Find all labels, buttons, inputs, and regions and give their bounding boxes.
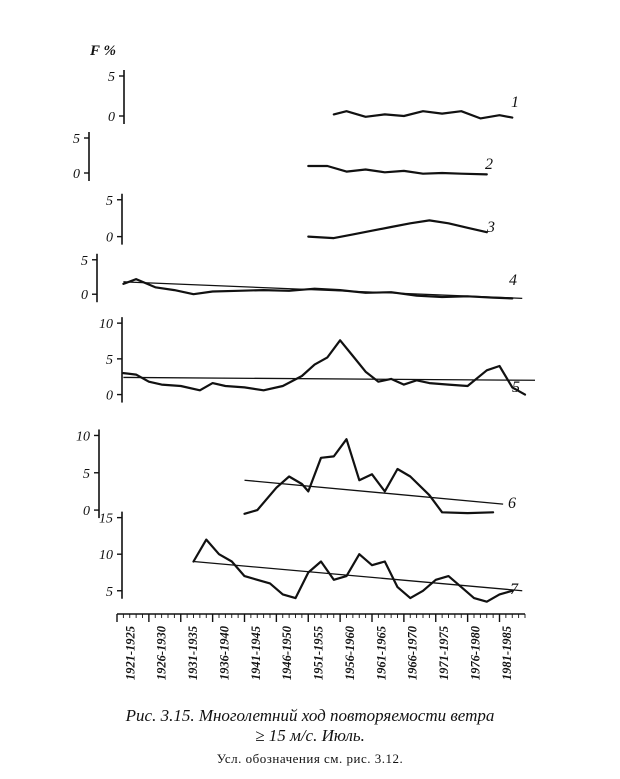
y-tick-label: 5 (83, 467, 90, 482)
y-tick-label: 5 (108, 70, 115, 85)
series-line-6 (243, 438, 495, 515)
series-label-2: 2 (485, 156, 493, 173)
caption-title-cont: ≥ 15 м/с. Июль. (255, 726, 365, 745)
y-tick-label: 0 (106, 389, 113, 404)
trend-line-5 (123, 376, 536, 381)
x-tick-label: 1946-1950 (280, 625, 294, 680)
y-tick-label: 0 (81, 288, 88, 303)
x-tick-label: 1951-1955 (312, 626, 326, 680)
y-tick-label: 5 (73, 132, 80, 147)
y-tick-label: 5 (81, 254, 88, 269)
y-tick-label: 5 (106, 194, 113, 209)
series-label-6: 6 (508, 495, 516, 512)
y-tick-label: 0 (108, 110, 115, 125)
x-tick-label: 1966-1970 (406, 625, 420, 680)
series-line-5 (122, 339, 527, 396)
x-tick-label: 1976-1980 (468, 625, 482, 680)
y-tick-label: 5 (106, 353, 113, 368)
series-label-5: 5 (512, 379, 520, 396)
series-line-2 (307, 164, 488, 176)
x-tick-label: 1941-1945 (249, 626, 263, 680)
y-tick-label: 10 (99, 548, 113, 563)
trend-line-6 (244, 479, 504, 505)
x-tick-label: 1921-1925 (123, 626, 137, 680)
y-tick-label: 15 (99, 512, 113, 527)
caption-title: Рис. 3.15. Многолетний ход повторяемости… (125, 706, 495, 725)
panel-3: 5 0 3 (106, 193, 495, 246)
y-tick-label: 0 (73, 167, 80, 182)
panel-5: 10 5 0 5 (99, 317, 536, 404)
y-tick-label: 0 (83, 504, 90, 519)
panel-7: 15 10 5 7 (99, 511, 523, 603)
series-line-3 (307, 219, 488, 240)
y-tick-label: 10 (76, 429, 90, 444)
x-tick-label: 1961-1965 (374, 626, 388, 680)
series-label-7: 7 (510, 581, 519, 598)
x-tick-label: 1971-1975 (437, 626, 451, 680)
panel-4: 5 0 4 (81, 253, 523, 303)
x-axis: 1921-1925 1926-1930 1931-1935 1936-1940 1941… (116, 613, 526, 680)
x-tick-label: 1936-1940 (217, 625, 231, 680)
panel-2: 5 0 2 (73, 132, 493, 182)
series-line-1 (332, 110, 514, 120)
trend-line-7 (193, 560, 523, 592)
y-tick-label: 0 (106, 231, 113, 246)
panel-6: 10 5 0 6 (76, 429, 516, 519)
x-tick-label: 1956-1960 (343, 625, 357, 680)
y-tick-label: 5 (106, 585, 113, 600)
series-line-7 (192, 538, 514, 603)
y-tick-label: 10 (99, 317, 113, 332)
series-label-4: 4 (509, 272, 517, 289)
caption-note: Усл. обозначения см. рис. 3.12. (216, 751, 404, 766)
series-label-3: 3 (486, 219, 495, 236)
x-tick-label: 1926-1930 (155, 625, 169, 680)
series-label-1: 1 (511, 94, 519, 111)
panel-1: 5 0 1 (108, 70, 519, 125)
y-unit-label: F % (89, 43, 116, 59)
x-tick-label: 1981-1985 (500, 626, 514, 680)
x-tick-label: 1931-1935 (186, 626, 200, 680)
trend-line-4 (123, 281, 523, 300)
